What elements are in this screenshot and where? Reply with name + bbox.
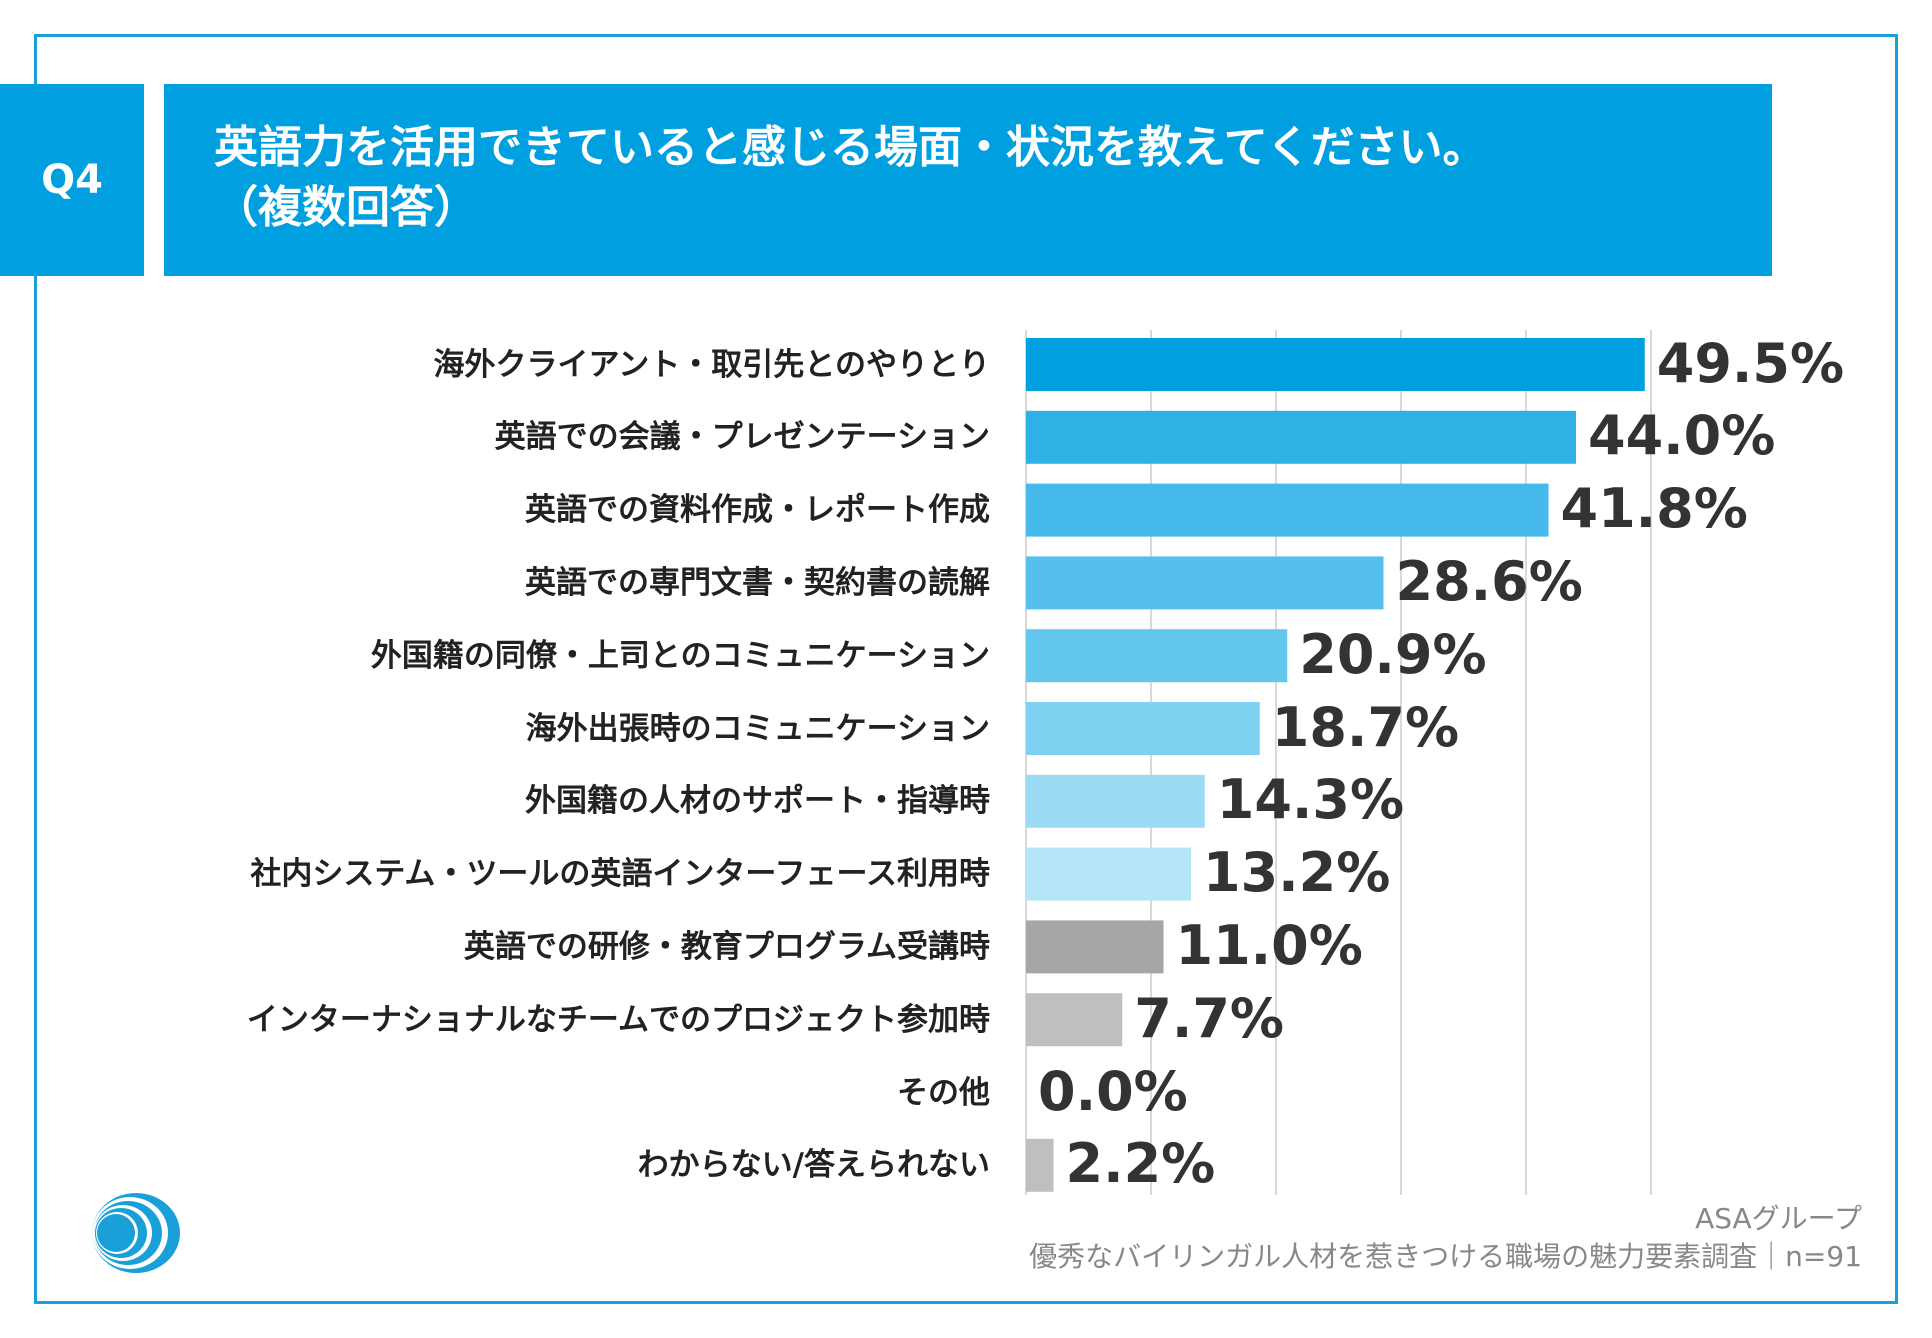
category-label: 英語での資料作成・レポート作成 (525, 492, 990, 529)
bar (1026, 410, 1576, 464)
question-number-badge: Q4 (0, 84, 144, 276)
value-label: 0.0% (1038, 1059, 1188, 1123)
question-title-box: 英語力を活用できていると感じる場面・状況を教えてください。 （複数回答） (164, 84, 1772, 276)
category-label: その他 (897, 1074, 990, 1111)
category-label: 海外出張時のコミュニケーション (525, 710, 990, 747)
value-label: 13.2% (1203, 841, 1391, 905)
value-label: 44.0% (1588, 404, 1776, 468)
category-label: わからない/答えられない (637, 1147, 990, 1184)
category-label: 海外クライアント・取引先とのやりとり (433, 346, 990, 383)
company-logo-icon (92, 1193, 180, 1273)
bar (1026, 556, 1384, 610)
bar (1026, 847, 1191, 901)
value-label: 20.9% (1299, 622, 1487, 686)
bar (1026, 920, 1164, 974)
bar (1026, 483, 1549, 537)
category-label: 外国籍の同僚・上司とのコミュニケーション (370, 637, 990, 674)
value-label: 28.6% (1395, 549, 1583, 613)
bar (1026, 629, 1288, 683)
value-label: 2.2% (1065, 1132, 1216, 1196)
value-label: 14.3% (1216, 768, 1405, 832)
footer-survey: 優秀なバイリンガル人材を惹きつける職場の魅力要素調査｜n=91 (1029, 1240, 1862, 1273)
category-label: インターナショナルなチームでのプロジェクト参加時 (246, 1001, 990, 1038)
category-label: 英語での専門文書・契約書の読解 (525, 564, 990, 601)
bar (1026, 993, 1123, 1047)
question-title-line2: （複数回答） (214, 182, 478, 233)
question-number: Q4 (41, 157, 103, 203)
category-label: 英語での研修・教育プログラム受講時 (463, 928, 990, 965)
value-label: 11.0% (1175, 913, 1363, 977)
category-label: 英語での会議・プレゼンテーション (494, 419, 990, 456)
bar (1026, 702, 1260, 755)
value-label: 41.8% (1560, 477, 1748, 541)
value-label: 18.7% (1271, 695, 1460, 759)
value-label: 49.5% (1656, 331, 1845, 395)
bar (1026, 338, 1645, 391)
bar (1026, 774, 1205, 828)
bar (1026, 1138, 1054, 1192)
footer-org: ASAグループ (1695, 1202, 1862, 1235)
question-title-line1: 英語力を活用できていると感じる場面・状況を教えてください。 (214, 122, 1487, 173)
outer-frame (34, 34, 1898, 1304)
value-label: 7.7% (1134, 986, 1285, 1050)
category-label: 外国籍の人材のサポート・指導時 (525, 783, 990, 820)
category-label: 社内システム・ツールの英語インターフェース利用時 (250, 856, 990, 893)
